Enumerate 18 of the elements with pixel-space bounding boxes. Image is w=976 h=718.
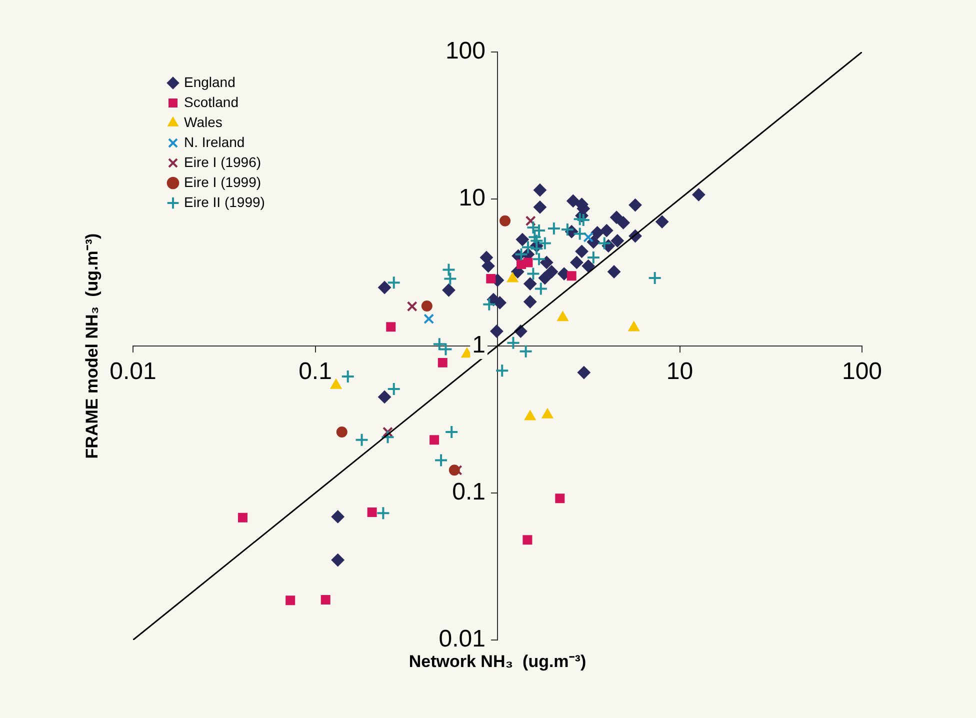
x-axis-title: Network NH₃ (ug.m⁻³) — [408, 652, 586, 672]
x-tick-label: 10 — [666, 358, 694, 386]
legend-label: Eire I (1996) — [184, 154, 262, 170]
x-tick-label: 100 — [842, 358, 882, 386]
x-tick-label: 0.1 — [298, 358, 332, 386]
y-tick-label: 100 — [445, 38, 486, 65]
y-tick-label: 0.1 — [452, 478, 486, 506]
legend-label: Scotland — [184, 94, 238, 110]
legend-label: Wales — [184, 114, 222, 130]
y-tick-label: 1 — [472, 332, 486, 359]
legend-label: N. Ireland — [184, 134, 245, 150]
y-tick-label: 10 — [458, 184, 486, 212]
legend-label: England — [184, 74, 236, 90]
legend-label: Eire I (1999) — [184, 174, 262, 190]
legend-label: Eire II (1999) — [184, 194, 265, 210]
y-axis-title: FRAME model NH₃ (ug.m⁻³) — [82, 233, 102, 459]
x-tick-label: 0.01 — [110, 358, 156, 386]
y-tick-label: 0.01 — [438, 626, 486, 653]
